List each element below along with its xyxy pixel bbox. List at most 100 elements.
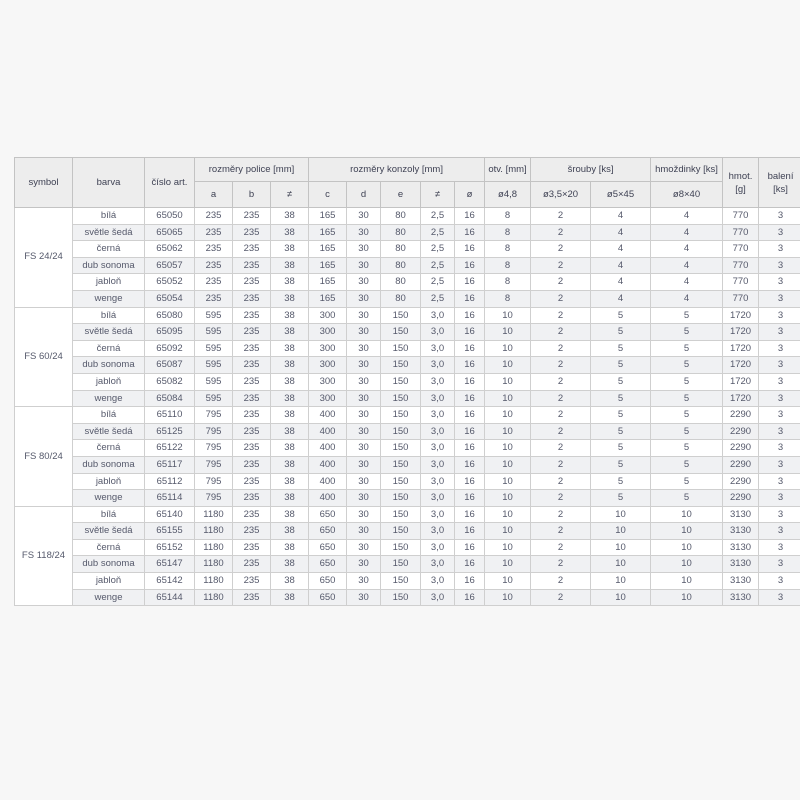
cell-barva: dub sonoma (72, 555, 145, 574)
header-konzoly-d: d (346, 181, 382, 208)
cell-b: 235 (232, 406, 271, 424)
cell-bal: 3 (758, 356, 800, 374)
cell-otv: 10 (484, 406, 532, 424)
cell-kd: 16 (454, 356, 486, 374)
cell-hmot: 770 (722, 289, 760, 308)
cell-s2: 5 (590, 306, 652, 325)
cell-barva: jabloň (72, 472, 145, 491)
cell-h1: 5 (650, 339, 724, 358)
cell-a: 795 (194, 472, 233, 491)
cell-kd: 16 (454, 489, 486, 507)
cell-barva: wenge (72, 389, 145, 408)
cell-s1: 2 (530, 572, 592, 590)
cell-bal: 3 (758, 572, 800, 590)
cell-s2: 5 (590, 455, 652, 474)
table-row: FS 24/24 bílá 65050 235 235 38 165 30 80 2,5 16 8 2 4… (14, 207, 800, 308)
cell-t: 38 (269, 472, 310, 491)
cell-kd: 16 (454, 323, 486, 341)
cell-e: 150 (380, 538, 422, 557)
cell-e: 150 (380, 356, 422, 374)
cell-barva: černá (72, 240, 145, 258)
header-baleni-line1: balení (767, 170, 794, 182)
cell-cislo: 65050 (144, 207, 195, 225)
cell-a: 1180 (194, 588, 233, 607)
cell-t: 38 (269, 406, 310, 424)
cell-t: 38 (269, 372, 310, 391)
cell-cislo: 65087 (144, 356, 195, 374)
cell-d: 30 (346, 522, 382, 540)
cell-hmot: 770 (722, 273, 760, 291)
cell-barva: černá (72, 538, 145, 557)
cell-b: 235 (232, 588, 271, 607)
cell-t: 38 (269, 240, 310, 258)
header-konzoly-e: e (380, 181, 422, 208)
cell-cislo: 65117 (144, 455, 195, 474)
cell-cislo: 65080 (144, 306, 195, 325)
header-baleni: balení [ks] (758, 157, 800, 208)
cell-s1: 2 (530, 256, 592, 275)
cell-kd: 16 (454, 422, 486, 441)
cell-h1: 5 (650, 439, 724, 457)
cell-e: 150 (380, 422, 422, 441)
cell-hmot: 770 (722, 223, 760, 242)
cell-c: 300 (308, 306, 348, 325)
cell-a: 595 (194, 389, 233, 408)
cell-c: 650 (308, 522, 348, 540)
cell-b: 235 (232, 555, 271, 574)
cell-t: 38 (269, 522, 310, 540)
header-barva: barva (72, 157, 145, 208)
table-row: FS 80/24 bílá 65110 795 235 38 400 30 150 3,0 16 10… (14, 406, 800, 507)
cell-a: 235 (194, 223, 233, 242)
product-spec-table: symbol barva číslo art. rozměry police [… (14, 157, 800, 607)
cell-a: 235 (194, 240, 233, 258)
cell-kt: 3,0 (420, 422, 456, 441)
cell-d: 30 (346, 555, 382, 574)
cell-d: 30 (346, 207, 382, 225)
cell-bal: 3 (758, 223, 800, 242)
cell-t: 38 (269, 323, 310, 341)
table-row: dub sonoma 65117 795 235 38 400 30 150 3,0 16 10 2 5… (15, 455, 800, 474)
cell-e: 150 (380, 572, 422, 590)
cell-s1: 2 (530, 372, 592, 391)
cell-kt: 3,0 (420, 455, 456, 474)
cell-symbol: FS 60/24 (14, 306, 73, 408)
cell-symbol: FS 80/24 (14, 406, 73, 507)
cell-h1: 4 (650, 256, 724, 275)
cell-b: 235 (232, 240, 271, 258)
header-hmot: hmot. [g] (722, 157, 760, 208)
cell-cislo: 65144 (144, 588, 195, 607)
table-row: wenge 65114 795 235 38 400 30 150 3,0 16 10 2 5 5 2290… (15, 489, 800, 507)
cell-a: 595 (194, 372, 233, 391)
cell-barva: světle šedá (72, 223, 145, 242)
cell-b: 235 (232, 389, 271, 408)
cell-kt: 3,0 (420, 339, 456, 358)
cell-kd: 16 (454, 256, 486, 275)
cell-hmot: 3130 (722, 572, 760, 590)
cell-bal: 3 (758, 522, 800, 540)
cell-otv: 10 (484, 422, 532, 441)
cell-s1: 2 (530, 273, 592, 291)
cell-kd: 16 (454, 572, 486, 590)
cell-s1: 2 (530, 207, 592, 225)
cell-d: 30 (346, 422, 382, 441)
cell-d: 30 (346, 356, 382, 374)
cell-h1: 4 (650, 207, 724, 225)
cell-barva: bílá (72, 505, 145, 524)
cell-d: 30 (346, 572, 382, 590)
cell-hmot: 1720 (722, 323, 760, 341)
cell-s2: 10 (590, 538, 652, 557)
cell-otv: 10 (484, 356, 532, 374)
cell-cislo: 65112 (144, 472, 195, 491)
cell-t: 38 (269, 489, 310, 507)
cell-barva: světle šedá (72, 522, 145, 540)
cell-bal: 3 (758, 555, 800, 574)
table-row: světle šedá 65125 795 235 38 400 30 150 3,0 16 10 2… (15, 422, 800, 441)
cell-s2: 10 (590, 522, 652, 540)
cell-h1: 10 (650, 555, 724, 574)
cell-kd: 16 (454, 339, 486, 358)
cell-h1: 5 (650, 455, 724, 474)
cell-kd: 16 (454, 240, 486, 258)
cell-b: 235 (232, 256, 271, 275)
cell-s2: 5 (590, 439, 652, 457)
cell-s1: 2 (530, 389, 592, 408)
